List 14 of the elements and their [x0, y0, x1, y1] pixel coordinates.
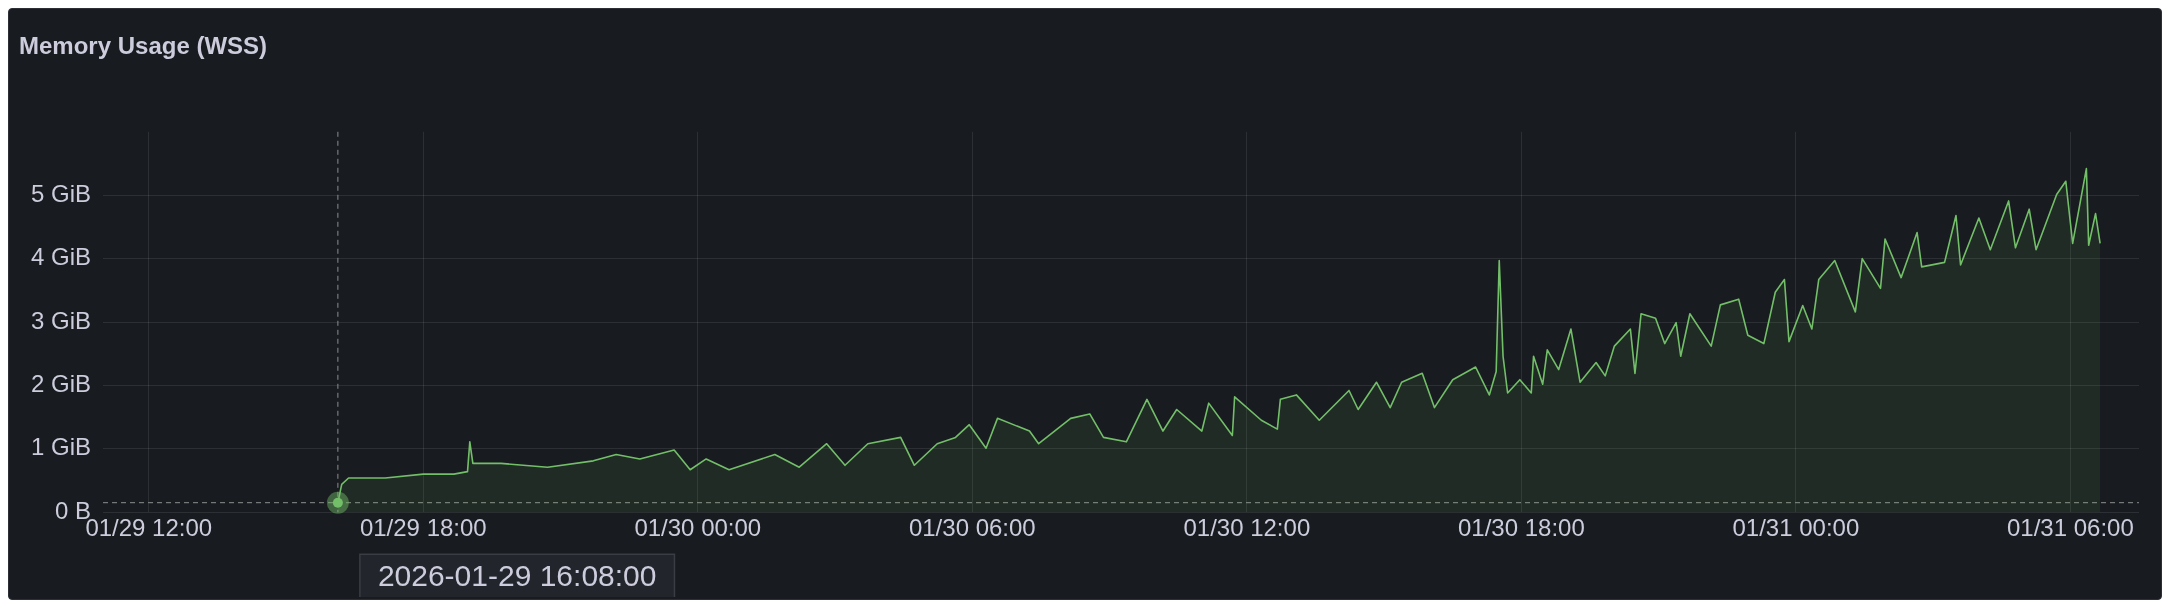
- y-tick-label: 4 GiB: [30, 243, 92, 271]
- chart-title: Memory Usage (WSS): [19, 32, 268, 60]
- y-tick-label: 1 GiB: [30, 433, 92, 461]
- y-tick-label: 3 GiB: [30, 306, 92, 334]
- x-tick-label: 01/31 06:00: [2006, 514, 2134, 542]
- x-tick-label: 01/30 00:00: [634, 514, 762, 542]
- x-tick-label: 01/29 18:00: [359, 514, 487, 542]
- y-tick-label: 2 GiB: [30, 370, 92, 398]
- y-tick-label: 5 GiB: [30, 179, 92, 207]
- x-tick-label: 01/30 06:00: [908, 514, 1036, 542]
- x-tick-label: 01/31 00:00: [1732, 514, 1860, 542]
- x-tick-label: 01/30 18:00: [1457, 514, 1585, 542]
- annotation: 2026-01-29 16:08:00: [377, 559, 657, 593]
- x-tick-label: 01/30 12:00: [1183, 514, 1311, 542]
